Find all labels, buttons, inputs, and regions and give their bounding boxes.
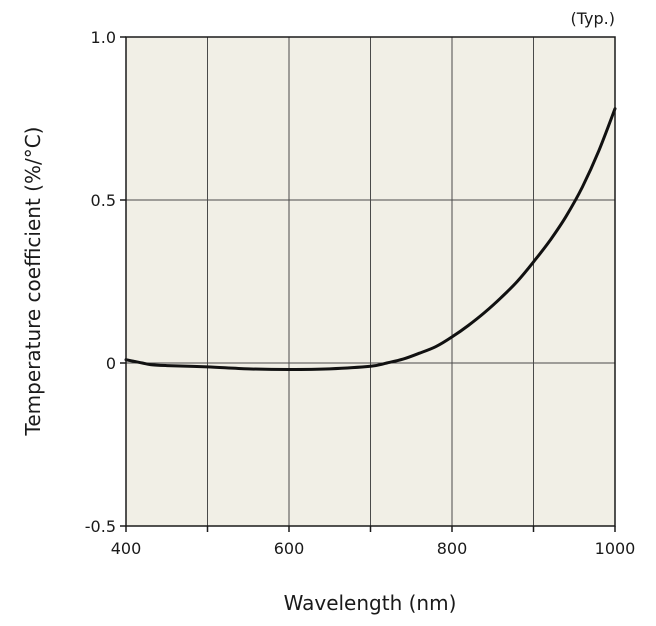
y-tick-label: 0 (106, 354, 116, 373)
y-tick-labels: -0.5 0 0.5 1.0 (85, 28, 116, 536)
typ-note: (Typ.) (571, 9, 615, 28)
x-tick-label: 600 (274, 539, 305, 558)
y-tick-label: 1.0 (91, 28, 116, 47)
x-tick-label: 400 (111, 539, 142, 558)
series-line (124, 107, 617, 371)
x-tick-labels: 400 600 800 1000 (111, 539, 636, 558)
plot-frame (125, 36, 616, 527)
axis-ticks (120, 36, 616, 532)
y-axis-label: Temperature coefficient (%/°C) (21, 127, 45, 437)
y-tick-label: 0.5 (91, 191, 116, 210)
x-axis-label: Wavelength (nm) (284, 591, 457, 615)
x-tick-label: 1000 (595, 539, 636, 558)
x-tick-label: 800 (437, 539, 468, 558)
y-tick-label: -0.5 (85, 517, 116, 536)
